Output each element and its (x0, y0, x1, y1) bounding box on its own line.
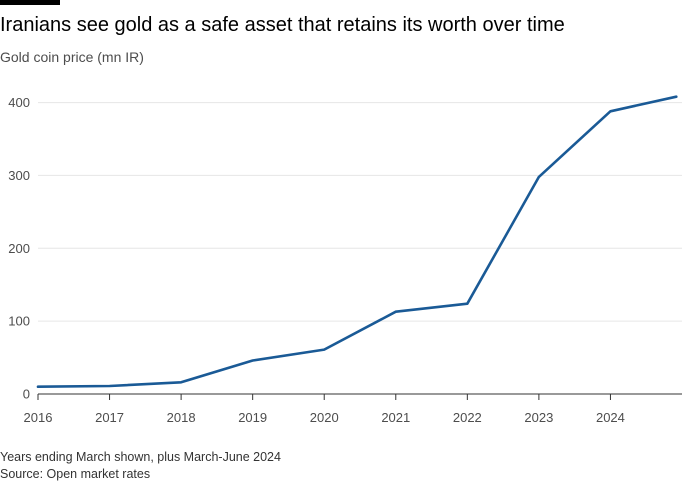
y-tick-label-100: 100 (8, 314, 30, 329)
chart-subtitle: Gold coin price (mn IR) (0, 49, 144, 65)
y-tick-label-200: 200 (8, 241, 30, 256)
x-tick-label-2021: 2021 (381, 410, 410, 425)
x-tick-label-2024: 2024 (596, 410, 625, 425)
x-tick-label-2023: 2023 (524, 410, 553, 425)
x-tick-label-2016: 2016 (24, 410, 53, 425)
chart-source: Source: Open market rates (0, 467, 151, 481)
x-tick-label-2020: 2020 (310, 410, 339, 425)
chart-note: Years ending March shown, plus March-Jun… (0, 450, 281, 464)
y-tick-label-300: 300 (8, 168, 30, 183)
x-tick-label-2017: 2017 (95, 410, 124, 425)
x-tick-label-2022: 2022 (453, 410, 482, 425)
y-tick-label-0: 0 (23, 387, 30, 402)
chart-title: Iranians see gold as a safe asset that r… (0, 14, 565, 36)
y-tick-label-400: 400 (8, 95, 30, 110)
brand-bar (0, 0, 60, 5)
x-tick-label-2019: 2019 (238, 410, 267, 425)
x-tick-label-2018: 2018 (167, 410, 196, 425)
series-line-0 (36, 95, 678, 389)
